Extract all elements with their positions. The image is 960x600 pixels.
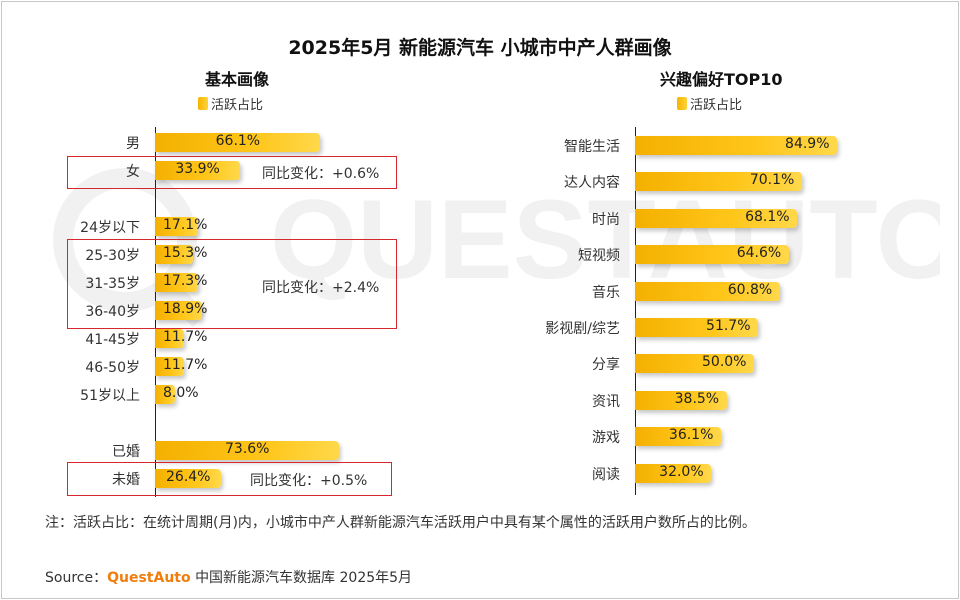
- highlight-box-marital: [67, 462, 392, 496]
- data-label: 84.9%: [785, 136, 830, 152]
- data-label: 66.1%: [215, 133, 261, 149]
- category-label: 已婚: [112, 444, 140, 460]
- category-label: 24岁以下: [80, 220, 140, 236]
- category-label: 影视剧/综艺: [545, 321, 620, 337]
- right-axis-line: [635, 127, 636, 495]
- bar: [635, 463, 712, 483]
- bar: [155, 133, 321, 152]
- annotation-marital-change: 同比变化：+0.5%: [250, 473, 368, 489]
- data-label: 68.1%: [745, 208, 790, 225]
- data-label: 11.7%: [163, 329, 208, 345]
- data-label: 60.8%: [727, 281, 773, 298]
- data-label: 32.0%: [659, 463, 704, 480]
- category-label: 男: [126, 136, 140, 152]
- footnote: 注：活跃占比：在统计周期(月)内，小城市中产人群新能源汽车活跃用户中具有某个属性…: [45, 515, 756, 531]
- data-label: 70.1%: [749, 172, 795, 189]
- right-chart-title: 兴趣偏好TOP10: [660, 70, 783, 89]
- data-label: 11.7%: [163, 357, 208, 373]
- category-label: 资讯: [592, 393, 620, 410]
- category-label: 31-35岁: [85, 276, 140, 292]
- data-label: 33.9%: [175, 161, 220, 177]
- bar: [635, 245, 789, 265]
- category-label: 时尚: [592, 211, 620, 228]
- bar: [635, 136, 838, 155]
- category-label: 46-50岁: [85, 360, 140, 376]
- data-label: 17.3%: [163, 273, 208, 289]
- annotation-age-change: 同比变化：+2.4%: [262, 280, 380, 296]
- category-label: 短视频: [578, 248, 620, 265]
- bar: [155, 329, 185, 348]
- category-label: 25-30岁: [85, 248, 140, 264]
- category-label: 达人内容: [564, 175, 620, 192]
- bar: [155, 161, 240, 180]
- bar: [155, 357, 185, 376]
- data-label: 8.0%: [163, 385, 199, 401]
- data-label: 50.0%: [702, 354, 747, 371]
- highlight-box-gender: [67, 156, 397, 189]
- bar: [635, 208, 798, 228]
- left-legend: 活跃占比: [198, 94, 263, 113]
- data-label: 17.1%: [163, 217, 208, 233]
- legend-swatch: [198, 97, 208, 110]
- category-label: 音乐: [592, 284, 620, 301]
- bar: [635, 354, 754, 374]
- bar: [635, 318, 759, 337]
- bar: [155, 385, 175, 404]
- category-label: 游戏: [592, 430, 620, 447]
- category-label: 阅读: [592, 466, 620, 483]
- bar: [155, 245, 194, 264]
- source-text: 中国新能源汽车数据库 2025年5月: [195, 570, 413, 586]
- bar: [635, 172, 802, 192]
- data-label: 26.4%: [166, 469, 211, 485]
- data-label: 73.6%: [225, 441, 270, 457]
- category-label: 41-45岁: [85, 332, 140, 348]
- left-legend-label: 活跃占比: [211, 98, 264, 113]
- source-brand: QuestAuto: [107, 570, 191, 586]
- bar: [155, 273, 199, 292]
- bar: [155, 441, 339, 460]
- right-legend: 活跃占比: [677, 94, 742, 113]
- source-prefix: Source：: [45, 570, 108, 586]
- category-label: 分享: [592, 357, 620, 374]
- legend-swatch: [677, 97, 687, 110]
- left-chart-title: 基本画像: [205, 70, 270, 89]
- data-label: 15.3%: [163, 245, 208, 261]
- data-label: 64.6%: [736, 245, 782, 262]
- category-label: 未婚: [112, 472, 140, 488]
- bar: [635, 281, 780, 301]
- data-label: 38.5%: [674, 390, 720, 407]
- bar: [155, 217, 198, 236]
- data-label: 18.9%: [163, 301, 208, 317]
- category-label: 智能生活: [564, 139, 620, 155]
- category-label: 女: [126, 164, 140, 180]
- chart-title: 2025年5月 新能源汽车 小城市中产人群画像: [288, 37, 672, 59]
- bar: [635, 427, 721, 447]
- highlight-box-age: [67, 239, 397, 329]
- category-label: 36-40岁: [85, 304, 140, 320]
- data-label: 36.1%: [668, 427, 714, 444]
- data-label: 51.7%: [706, 318, 751, 334]
- bar: [155, 301, 203, 320]
- category-label: 51岁以上: [80, 388, 140, 404]
- bar: [155, 469, 221, 488]
- annotation-gender-change: 同比变化：+0.6%: [262, 166, 380, 182]
- right-legend-label: 活跃占比: [690, 98, 743, 113]
- source-line: Source：QuestAuto 中国新能源汽车数据库 2025年5月: [45, 567, 412, 587]
- bar: [635, 390, 727, 410]
- watermark-logo-icon: [53, 168, 197, 312]
